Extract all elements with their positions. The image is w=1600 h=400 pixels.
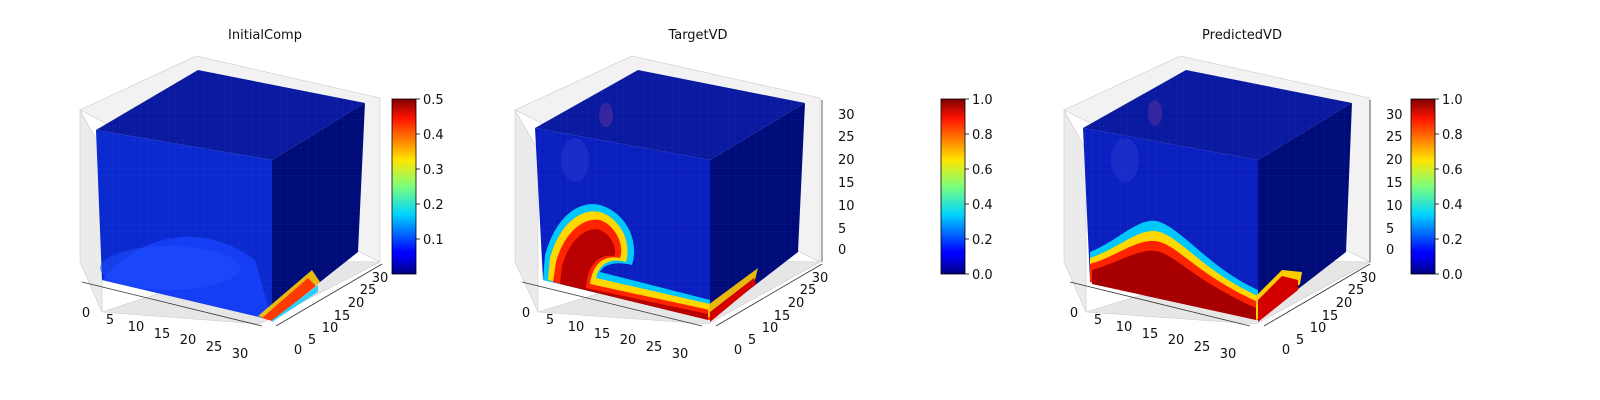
- y-axis: 0 5 10 15 20 25 30: [275, 263, 389, 358]
- z-tick-label: 20: [838, 153, 855, 168]
- colorbar: 0.1 0.2 0.3 0.4 0.5: [391, 93, 444, 275]
- colorbar-tick-label: 0.3: [423, 163, 444, 178]
- y-tick-label: 10: [1310, 321, 1327, 336]
- voxel-cube: [1083, 70, 1352, 322]
- voxel-cube: [96, 70, 365, 322]
- y-tick-label: 30: [372, 271, 389, 286]
- y-axis: 0 5 10 15 20 25 30: [715, 263, 829, 358]
- colorbar-tick-label: 0.1: [423, 233, 444, 248]
- y-tick-label: 25: [1348, 283, 1365, 298]
- x-tick-label: 5: [546, 313, 554, 328]
- voxel-cube: [535, 70, 805, 322]
- y-tick-label: 20: [1336, 296, 1353, 311]
- y-tick-label: 5: [748, 333, 756, 348]
- y-tick-label: 30: [812, 271, 829, 286]
- colorbar-ticks: 0.0 0.2 0.4 0.6 0.8 1.0: [1435, 93, 1463, 283]
- x-tick-label: 5: [106, 313, 114, 328]
- colorbar-tick-label: 0.0: [972, 268, 993, 283]
- x-tick-label: 20: [1168, 333, 1185, 348]
- colorbar-tick-label: 0.6: [972, 163, 993, 178]
- x-tick-label: 10: [568, 320, 585, 335]
- y-tick-label: 30: [1360, 271, 1377, 286]
- colorbar-tick-label: 0.4: [1442, 198, 1463, 213]
- z-tick-label: 15: [1386, 176, 1403, 191]
- colorbar-tick-label: 0.6: [1442, 163, 1463, 178]
- chart-title: PredictedVD: [1202, 28, 1282, 43]
- y-tick-label: 5: [308, 333, 316, 348]
- colorbar-ticks: 0.1 0.2 0.3 0.4 0.5: [416, 93, 444, 248]
- y-tick-label: 5: [1296, 333, 1304, 348]
- z-tick-label: 10: [1386, 199, 1403, 214]
- colorbar-tick-label: 0.4: [972, 198, 993, 213]
- y-tick-label: 25: [800, 283, 817, 298]
- y-tick-label: 0: [734, 343, 742, 358]
- y-tick-label: 20: [788, 296, 805, 311]
- x-tick-label: 10: [128, 320, 145, 335]
- z-tick-label: 15: [838, 176, 855, 191]
- colorbar-tick-label: 0.2: [423, 198, 444, 213]
- colorbar-ticks: 0.0 0.2 0.4 0.6 0.8 1.0: [965, 93, 993, 283]
- z-tick-label: 5: [1386, 222, 1394, 237]
- chart-title: InitialComp: [228, 28, 302, 43]
- z-axis: 0 5 10 15 20 25 30: [821, 100, 855, 262]
- z-tick-label: 0: [1386, 243, 1394, 258]
- z-tick-label: 5: [838, 222, 846, 237]
- z-tick-label: 10: [838, 199, 855, 214]
- x-tick-label: 30: [232, 347, 249, 362]
- y-tick-label: 0: [294, 343, 302, 358]
- z-axis: 0 5 10 15 20 25 30: [1369, 100, 1403, 262]
- z-tick-label: 30: [1386, 108, 1403, 123]
- y-tick-label: 25: [360, 283, 377, 298]
- x-tick-label: 5: [1094, 313, 1102, 328]
- colorbar-tick-label: 1.0: [972, 93, 993, 108]
- x-axis: 0 5 10 15 20 25 30: [522, 281, 703, 362]
- x-axis: 0 5 10 15 20 25 30: [82, 281, 263, 362]
- x-tick-label: 25: [646, 340, 663, 355]
- colorbar-tick-label: 0.8: [972, 128, 993, 143]
- colorbar: 0.0 0.2 0.4 0.6 0.8 1.0: [940, 93, 993, 283]
- z-tick-label: 20: [1386, 153, 1403, 168]
- y-tick-label: 10: [322, 321, 339, 336]
- y-tick-label: 15: [1322, 309, 1339, 324]
- x-tick-label: 30: [672, 347, 689, 362]
- colorbar: 0.0 0.2 0.4 0.6 0.8 1.0: [1410, 93, 1463, 283]
- panel-predictedvd: PredictedVD 0 5: [1063, 28, 1463, 362]
- z-tick-label: 25: [838, 130, 855, 145]
- y-tick-label: 0: [1282, 343, 1290, 358]
- x-tick-label: 15: [594, 327, 611, 342]
- x-tick-label: 20: [620, 333, 637, 348]
- x-tick-label: 25: [1194, 340, 1211, 355]
- x-tick-label: 15: [1142, 327, 1159, 342]
- y-tick-label: 15: [774, 309, 791, 324]
- z-tick-label: 0: [838, 243, 846, 258]
- panel-initialcomp: InitialComp 0 5 10 15: [79, 28, 444, 362]
- x-tick-label: 0: [82, 306, 90, 321]
- colorbar-tick-label: 0.8: [1442, 128, 1463, 143]
- x-tick-label: 30: [1220, 347, 1237, 362]
- panel-targetvd: TargetVD: [514, 28, 993, 362]
- colorbar-tick-label: 0.2: [972, 233, 993, 248]
- colorbar-tick-label: 0.2: [1442, 233, 1463, 248]
- x-axis: 0 5 10 15 20 25 30: [1070, 281, 1251, 362]
- colorbar-tick-label: 0.0: [1442, 268, 1463, 283]
- x-tick-label: 25: [206, 340, 223, 355]
- y-axis: 0 5 10 15 20 25 30: [1263, 263, 1377, 358]
- x-tick-label: 0: [1070, 306, 1078, 321]
- z-tick-label: 30: [838, 108, 855, 123]
- colorbar-tick-label: 0.5: [423, 93, 444, 108]
- chart-title: TargetVD: [667, 28, 727, 43]
- y-tick-label: 15: [334, 309, 351, 324]
- y-tick-label: 10: [762, 321, 779, 336]
- x-tick-label: 0: [522, 306, 530, 321]
- x-tick-label: 20: [180, 333, 197, 348]
- colorbar-tick-label: 1.0: [1442, 93, 1463, 108]
- x-tick-label: 10: [1116, 320, 1133, 335]
- x-tick-label: 15: [154, 327, 171, 342]
- z-tick-label: 25: [1386, 130, 1403, 145]
- colorbar-tick-label: 0.4: [423, 128, 444, 143]
- y-tick-label: 20: [348, 296, 365, 311]
